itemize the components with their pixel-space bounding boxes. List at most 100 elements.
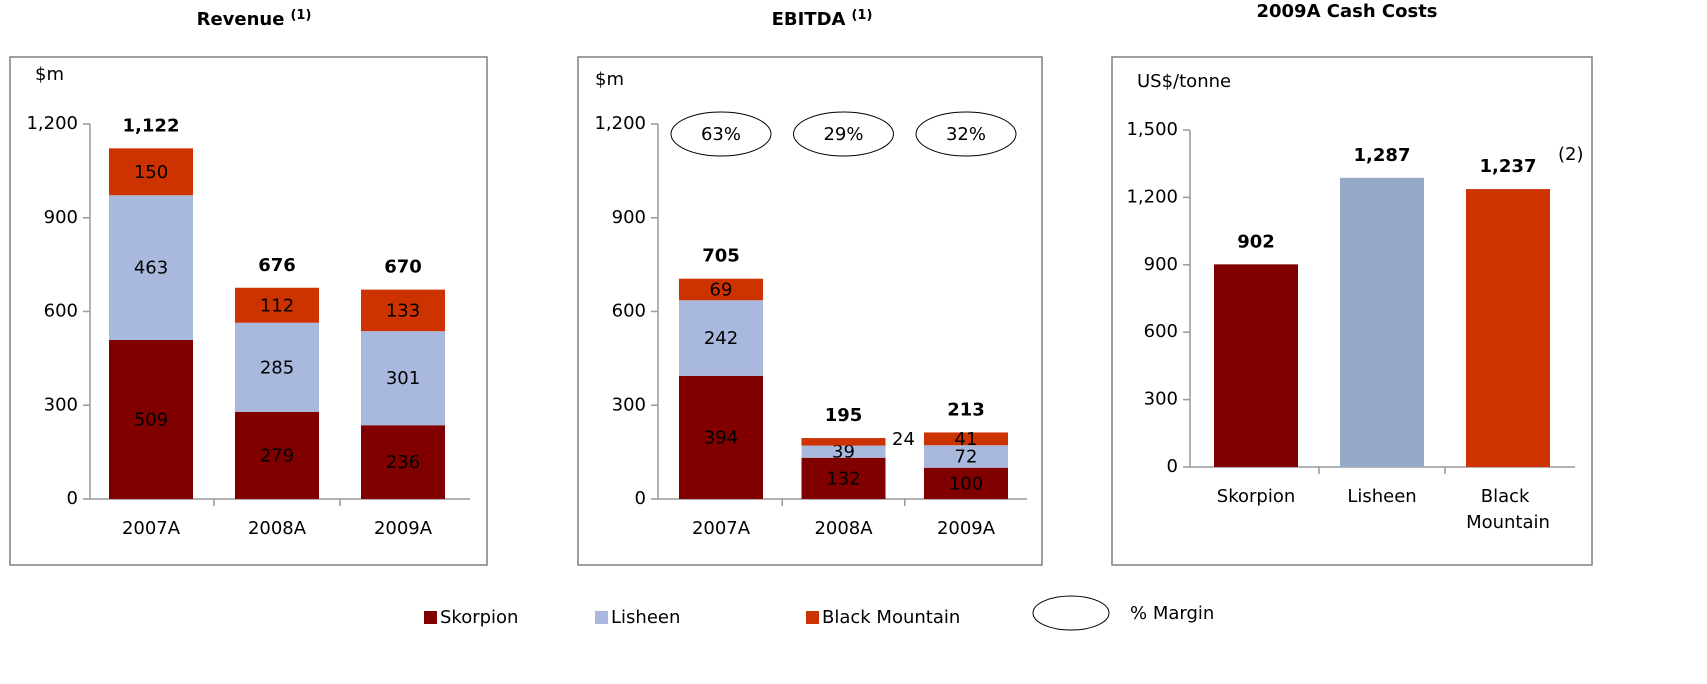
- total-label: 213: [947, 399, 985, 420]
- bar-segment: [679, 300, 763, 376]
- segment-label: 72: [955, 447, 978, 468]
- bar-segment: [924, 432, 1008, 446]
- y-tick-label: 0: [1167, 456, 1178, 477]
- chart-frame: [9, 56, 488, 566]
- segment-label: 41: [955, 429, 978, 450]
- y-tick-label: 300: [44, 394, 78, 415]
- bar: [1340, 177, 1424, 467]
- bar-segment: [801, 457, 886, 499]
- label-line: Mountain: [1466, 512, 1550, 533]
- title-text: EBITDA: [772, 9, 846, 30]
- margin-label: 63%: [701, 124, 741, 145]
- unit-label: $m: [595, 69, 624, 90]
- segment-label: 100: [949, 473, 983, 494]
- segment-label: 285: [260, 357, 294, 378]
- margin-oval: [670, 111, 772, 157]
- x-tick-label: 2009A: [937, 518, 996, 539]
- x-tick-label: 2008A: [814, 518, 873, 539]
- y-tick-label: 900: [44, 207, 78, 228]
- bar-segment: [361, 425, 445, 499]
- y-tick-label: 300: [1144, 389, 1178, 410]
- bar-segment: [924, 467, 1008, 499]
- value-note: (2): [1558, 144, 1584, 165]
- y-tick-label: 0: [67, 488, 78, 509]
- legend-label: % Margin: [1130, 603, 1214, 624]
- bar-segment: [801, 445, 886, 458]
- y-tick-label: 0: [635, 488, 646, 509]
- bar-segment: [679, 278, 763, 301]
- y-tick-label: 900: [1144, 254, 1178, 275]
- total-label: 670: [384, 257, 422, 278]
- value-label: 902: [1237, 231, 1275, 252]
- chart-title: 2009A Cash Costs: [1256, 1, 1437, 22]
- label-line: Black: [1481, 486, 1535, 507]
- value-label: 1,237: [1480, 156, 1537, 177]
- total-label: 676: [258, 255, 296, 276]
- segment-label: 301: [386, 368, 420, 389]
- bar-segment: [361, 331, 445, 426]
- bar-segment: [109, 195, 193, 340]
- bar-segment: [235, 411, 319, 499]
- y-tick-label: 1,200: [26, 113, 78, 134]
- x-tick-label: Skorpion: [1217, 486, 1295, 507]
- chart-title: EBITDA (1): [772, 8, 873, 31]
- margin-label: 29%: [823, 124, 863, 145]
- x-tick-label: 2009A: [374, 518, 433, 539]
- segment-label: 242: [704, 328, 738, 349]
- y-tick-label: 600: [612, 301, 646, 322]
- y-tick-label: 1,200: [1126, 186, 1178, 207]
- total-label: 705: [702, 246, 740, 267]
- bar: [1466, 189, 1550, 467]
- segment-label: 509: [134, 409, 168, 430]
- segment-label: 132: [826, 468, 860, 489]
- y-tick-label: 600: [1144, 321, 1178, 342]
- legend-swatch: [806, 611, 819, 624]
- chart-title: Revenue (1): [197, 8, 312, 31]
- bar: [1214, 264, 1298, 467]
- bar-segment: [235, 287, 319, 323]
- segment-label: 112: [260, 295, 294, 316]
- x-tick-label: 2008A: [248, 518, 307, 539]
- segment-label: 39: [832, 442, 855, 463]
- y-tick-label: 900: [612, 207, 646, 228]
- total-label: 1,122: [123, 115, 180, 136]
- bar-segment: [801, 438, 886, 446]
- margin-oval: [793, 111, 894, 157]
- segment-label: 394: [704, 427, 738, 448]
- segment-label: 24: [892, 429, 915, 450]
- margin-oval: [915, 111, 1017, 157]
- y-tick-label: 600: [44, 301, 78, 322]
- total-label: 195: [825, 405, 863, 426]
- bar-segment: [361, 289, 445, 332]
- bar-segment: [924, 445, 1008, 468]
- value-label: 1,287: [1354, 145, 1411, 166]
- margin-label: 32%: [946, 124, 986, 145]
- legend-oval: [1032, 595, 1110, 631]
- chart-frame: [1111, 56, 1593, 566]
- title-text: Revenue: [197, 9, 285, 30]
- x-tick-label: Lisheen: [1347, 486, 1416, 507]
- y-tick-label: 1,500: [1126, 119, 1178, 140]
- bar-segment: [679, 375, 763, 499]
- x-tick-label: Black Mountain: [1466, 486, 1550, 533]
- legend-swatch: [595, 611, 608, 624]
- y-tick-label: 1,200: [594, 113, 646, 134]
- title-text: 2009A Cash Costs: [1256, 1, 1437, 22]
- legend-swatch: [424, 611, 437, 624]
- segment-label: 69: [710, 279, 733, 300]
- legend-label: Lisheen: [611, 607, 680, 628]
- x-tick-label: 2007A: [122, 518, 181, 539]
- bar-segment: [235, 322, 319, 412]
- legend-label: Skorpion: [440, 607, 518, 628]
- bar-segment: [109, 148, 193, 196]
- segment-label: 279: [260, 445, 294, 466]
- segment-label: 150: [134, 162, 168, 183]
- bar-segment: [109, 339, 193, 499]
- x-tick-label: 2007A: [692, 518, 751, 539]
- unit-label: US$/tonne: [1137, 71, 1231, 92]
- unit-label: $m: [35, 64, 64, 85]
- title-note: (1): [851, 8, 872, 23]
- chart-frame: [577, 56, 1043, 566]
- title-note: (1): [290, 8, 311, 23]
